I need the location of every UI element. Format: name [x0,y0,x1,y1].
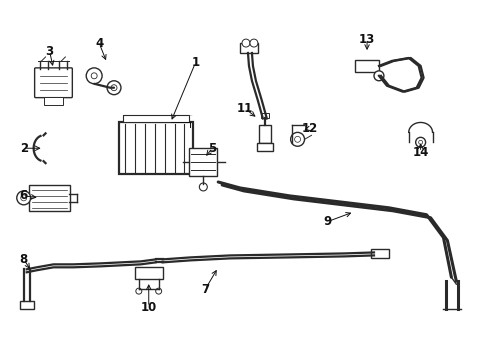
Text: 8: 8 [20,253,28,266]
Circle shape [136,288,142,294]
FancyBboxPatch shape [43,96,63,105]
FancyBboxPatch shape [354,60,378,72]
Circle shape [415,137,425,147]
Circle shape [86,68,102,84]
Circle shape [294,136,300,142]
FancyBboxPatch shape [260,113,268,118]
Circle shape [91,73,97,79]
Text: 2: 2 [20,142,28,155]
FancyBboxPatch shape [240,43,257,53]
Text: 11: 11 [236,102,253,115]
FancyBboxPatch shape [35,68,72,98]
Text: 9: 9 [323,215,331,228]
FancyBboxPatch shape [119,122,193,174]
FancyBboxPatch shape [258,125,270,143]
Text: 7: 7 [201,283,209,296]
FancyBboxPatch shape [189,148,217,176]
Circle shape [17,191,31,205]
FancyBboxPatch shape [20,301,34,309]
Text: 14: 14 [411,146,428,159]
Text: 1: 1 [191,57,199,69]
Text: 12: 12 [301,122,317,135]
Circle shape [155,288,162,294]
FancyBboxPatch shape [370,249,388,258]
Circle shape [20,195,27,201]
FancyBboxPatch shape [122,114,189,122]
Text: 10: 10 [141,301,157,314]
Circle shape [373,71,383,81]
FancyBboxPatch shape [135,267,163,279]
FancyBboxPatch shape [29,185,70,211]
Text: 3: 3 [45,45,54,58]
Circle shape [290,132,304,146]
Circle shape [199,183,207,191]
FancyBboxPatch shape [256,143,272,151]
Text: 4: 4 [95,37,103,50]
Circle shape [242,39,249,47]
Text: 13: 13 [358,33,374,46]
Text: 5: 5 [208,142,216,155]
Circle shape [418,140,422,144]
Circle shape [249,39,257,47]
Circle shape [107,81,121,95]
Text: 6: 6 [20,189,28,202]
Circle shape [111,85,117,91]
